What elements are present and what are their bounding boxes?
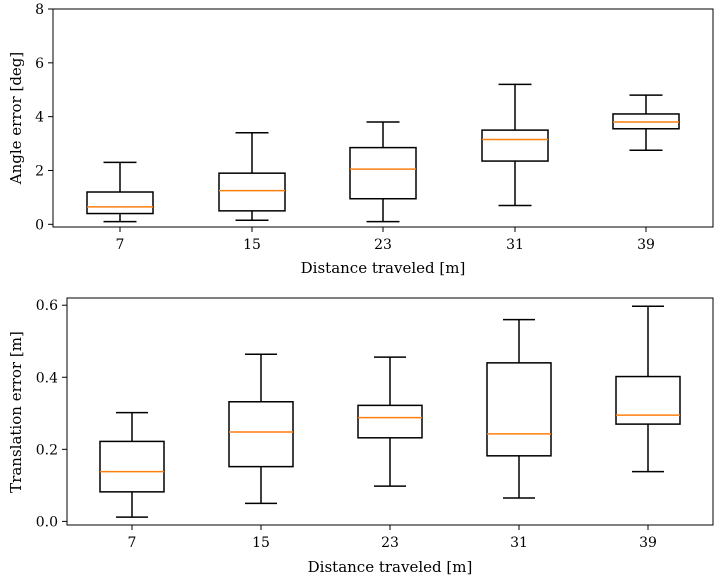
angle-error-x-axis-label: Distance traveled [m] [301, 259, 466, 277]
angle-error-y-tick-label: 8 [35, 2, 44, 18]
iqr-box [357, 404, 423, 439]
translation-error-box-31 [486, 318, 552, 499]
translation-error-boxes [99, 305, 681, 518]
angle-error-box-7 [86, 161, 154, 223]
translation-error-y-tick-label: 0.2 [36, 442, 58, 458]
angle-error-chart: 0 2 4 6 8 7 15 23 31 39 Distance traveled [m] Ang… [7, 2, 714, 277]
angle-error-x-tick-label: 31 [506, 237, 524, 253]
angle-error-y-tick-label: 6 [35, 56, 44, 72]
translation-error-y-tick-label: 0.6 [36, 298, 58, 314]
angle-error-box-31 [481, 83, 549, 207]
iqr-box [86, 191, 154, 215]
angle-error-boxes [86, 83, 680, 223]
angle-error-x-tick-label: 7 [116, 237, 125, 253]
iqr-box [615, 375, 681, 425]
iqr-box [349, 146, 417, 200]
angle-error-y-axis-label: Angle error [deg] [7, 52, 25, 186]
translation-error-ticks: 0.0 0.2 0.4 0.6 7 15 23 31 39 [36, 298, 657, 551]
angle-error-x-tick-label: 23 [374, 237, 392, 253]
translation-error-box-23 [357, 356, 423, 487]
translation-error-x-tick-label: 7 [128, 535, 137, 551]
angle-error-ticks: 0 2 4 6 8 7 15 23 31 39 [35, 2, 655, 253]
translation-error-chart: 0.0 0.2 0.4 0.6 7 15 23 31 39 Distance traveled … [7, 297, 714, 576]
translation-error-y-tick-label: 0.0 [36, 514, 58, 530]
translation-error-x-axis-label: Distance traveled [m] [308, 558, 473, 576]
iqr-box [481, 129, 549, 162]
iqr-box [99, 440, 165, 493]
angle-error-x-tick-label: 39 [637, 237, 655, 253]
translation-error-x-tick-label: 31 [510, 535, 528, 551]
angle-error-x-tick-label: 15 [243, 237, 261, 253]
angle-error-y-tick-label: 4 [35, 110, 44, 126]
translation-error-x-tick-label: 15 [252, 535, 270, 551]
angle-error-box-23 [349, 121, 417, 223]
angle-error-plot-area [52, 8, 714, 228]
angle-error-box-39 [612, 94, 680, 152]
translation-error-y-tick-label: 0.4 [36, 370, 58, 386]
iqr-box [486, 362, 552, 457]
translation-error-x-tick-label: 23 [381, 535, 399, 551]
angle-error-y-tick-label: 2 [35, 163, 44, 179]
angle-error-y-tick-label: 0 [35, 217, 44, 233]
translation-error-box-7 [99, 411, 165, 518]
translation-error-x-tick-label: 39 [639, 535, 657, 551]
translation-error-box-39 [615, 305, 681, 473]
angle-error-box-15 [218, 132, 286, 222]
translation-error-box-15 [228, 353, 294, 505]
translation-error-y-axis-label: Translation error [m] [7, 331, 25, 493]
iqr-box [218, 172, 286, 212]
iqr-box [228, 401, 294, 468]
